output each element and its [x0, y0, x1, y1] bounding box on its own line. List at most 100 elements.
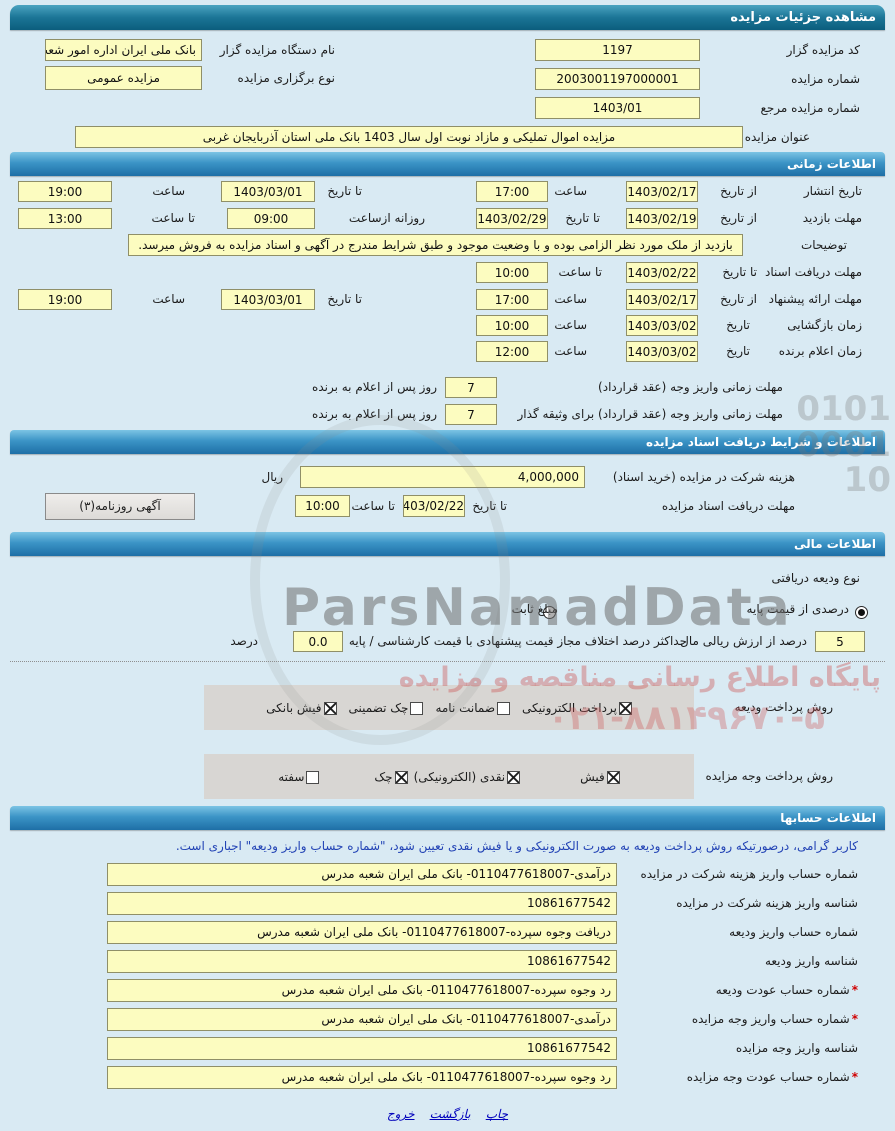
visit-from-time: 09:00 [227, 208, 315, 229]
publish-from-label: از تاریخ [720, 184, 757, 198]
winner-date: 1403/03/02 [626, 341, 698, 362]
promissory-note-checkbox[interactable] [306, 770, 320, 784]
notes-value: بازدید از ملک مورد نظر الزامی بوده و با … [128, 234, 743, 256]
payment-method-option: فیش [580, 770, 620, 784]
opening-time: 10:00 [476, 315, 548, 336]
offer-from-label: از تاریخ [720, 292, 757, 306]
pay-deadline1-suffix: روز پس از اعلام به برنده [312, 380, 437, 394]
ref-number-label: شماره مزایده مرجع [760, 101, 860, 115]
visit-to-label: تا تاریخ [565, 211, 600, 225]
publish-hour2-label: ساعت [152, 184, 185, 198]
visit-label: مهلت بازدید [802, 211, 862, 225]
visit-from-date: 1403/02/19 [626, 208, 698, 229]
page-title: مشاهده جزئیات مزایده [730, 10, 876, 25]
publish-from-date: 1403/02/17 [626, 181, 698, 202]
required-asterisk: * [851, 1012, 858, 1026]
percent-radio[interactable] [855, 606, 868, 619]
visit-daily-label: روزانه ازساعت [348, 211, 425, 225]
org-name-label: نام دستگاه مزایده گزار [219, 43, 335, 57]
time-section-bar: اطلاعات زمانی [10, 152, 885, 176]
opening-date-label: تاریخ [726, 318, 750, 332]
fee-value: 4,000,000 [300, 466, 585, 488]
bank-receipt-checkbox[interactable] [323, 701, 337, 715]
visit-to-time-label: تا ساعت [151, 211, 195, 225]
financial-section-bar: اطلاعات مالی [10, 532, 885, 556]
docs-section-title: اطلاعات و شرایط دریافت اسناد مزایده [645, 435, 876, 449]
account-row-label: *شماره حساب عودت وجه مزایده [686, 1070, 858, 1084]
payment-method-label: روش پرداخت وجه مزایده [705, 769, 833, 783]
pay-deadline2-suffix: روز پس از اعلام به برنده [312, 407, 437, 421]
offer-to-date: 1403/03/01 [221, 289, 315, 310]
account-row-value: 10861677542 [107, 892, 617, 915]
account-row-label: شناسه واریز وجه مزایده [735, 1041, 858, 1055]
opening-hour-label: ساعت [554, 318, 587, 332]
pay-deadline1-days: 7 [445, 377, 497, 398]
org-name-value: بانک ملی ایران اداره امور شعب [45, 39, 202, 61]
publish-from-time: 17:00 [476, 181, 548, 202]
bidder-code-value: 1197 [535, 39, 700, 61]
deposit-method-option: فیش بانکی [266, 701, 337, 715]
fee-label: هزینه شرکت در مزایده (خرید اسناد) [612, 470, 795, 484]
electronic-payment-checkbox[interactable] [618, 701, 632, 715]
guaranteed-check-checkbox[interactable] [410, 701, 424, 715]
payment-method-option: چک [374, 770, 408, 784]
newspaper-ad-button[interactable]: آگهی روزنامه(۳) [45, 493, 195, 520]
publish-hour-label: ساعت [554, 184, 587, 198]
winner-label: زمان اعلام برنده [778, 344, 862, 358]
percent-radio-label: درصدی از قیمت پایه [746, 602, 849, 616]
docs-deadline-date: 1403/02/22 [403, 495, 465, 517]
accounts-section-bar: اطلاعات حسابها [10, 806, 885, 830]
notes-label: توضیحات [800, 238, 847, 252]
back-link[interactable]: بازگشت [429, 1107, 471, 1121]
payment-method-option: نقدی (الکترونیکی) [414, 770, 521, 784]
required-asterisk: * [851, 1070, 858, 1084]
accounts-section-title: اطلاعات حسابها [780, 811, 876, 825]
publish-to-date: 1403/03/01 [221, 181, 315, 202]
watermark-digits-line: 0101 [796, 389, 891, 429]
account-row-value: درآمدی-0110477618007- بانک ملی ایران شعب… [107, 863, 617, 886]
offer-from-time: 17:00 [476, 289, 548, 310]
exit-link[interactable]: خروج [386, 1107, 415, 1121]
fixed-amount-radio-label: مبلغ ثابت [511, 602, 558, 616]
auction-title-value: مزایده اموال تملیکی و مازاد نوبت اول سال… [75, 126, 743, 148]
account-row-label: *شماره حساب واریز وجه مزایده [691, 1012, 858, 1026]
page-title-bar: مشاهده جزئیات مزایده [10, 5, 885, 30]
visit-to-time: 13:00 [18, 208, 112, 229]
auction-title-label: عنوان مزایده [744, 130, 810, 144]
account-row-value: درآمدی-0110477618007- بانک ملی ایران شعب… [107, 1008, 617, 1031]
check-checkbox[interactable] [394, 770, 408, 784]
deposit-method-option: ضمانت نامه [435, 701, 511, 715]
time-section-title: اطلاعات زمانی [787, 157, 876, 171]
payment-method-panel: فیش نقدی (الکترونیکی) چک سفته [204, 754, 694, 799]
ref-number-value: 1403/01 [535, 97, 700, 119]
bidder-code-label: کد مزایده گزار [786, 43, 860, 57]
doc-deadline-to-label: تا تاریخ [722, 265, 757, 279]
cash-electronic-checkbox[interactable] [507, 770, 521, 784]
receipt-checkbox[interactable] [606, 770, 620, 784]
winner-time: 12:00 [476, 341, 548, 362]
guarantee-letter-checkbox[interactable] [497, 701, 511, 715]
offer-to-time: 19:00 [18, 289, 112, 310]
print-link[interactable]: چاپ [485, 1107, 509, 1121]
winner-date-label: تاریخ [726, 344, 750, 358]
max-diff-unit: درصد [230, 634, 258, 648]
financial-section-title: اطلاعات مالی [793, 537, 876, 551]
doc-deadline-time-label: تا ساعت [558, 265, 602, 279]
percent-value: 5 [815, 631, 865, 652]
opening-date: 1403/03/02 [626, 315, 698, 336]
account-row-value: 10861677542 [107, 950, 617, 973]
visit-from-label: از تاریخ [720, 211, 757, 225]
account-row-value: رد وجوه سپرده-0110477618007- بانک ملی ای… [107, 979, 617, 1002]
offer-hour2-label: ساعت [152, 292, 185, 306]
pay-deadline1-label: مهلت زمانی واریز وجه (عقد قرارداد) [598, 380, 783, 394]
fixed-amount-radio[interactable] [542, 606, 556, 619]
doc-deadline-date: 1403/02/22 [626, 262, 698, 283]
offer-to-label: تا تاریخ [327, 292, 362, 306]
visit-to-date: 1403/02/29 [476, 208, 548, 229]
account-row-label: شماره حساب واریز هزینه شرکت در مزایده [640, 867, 858, 881]
docs-deadline-label: مهلت دریافت اسناد مزایده [661, 499, 795, 513]
account-row-label: شماره حساب واریز ودیعه [729, 925, 858, 939]
doc-deadline-label: مهلت دریافت اسناد [764, 265, 862, 279]
account-row-value: 10861677542 [107, 1037, 617, 1060]
